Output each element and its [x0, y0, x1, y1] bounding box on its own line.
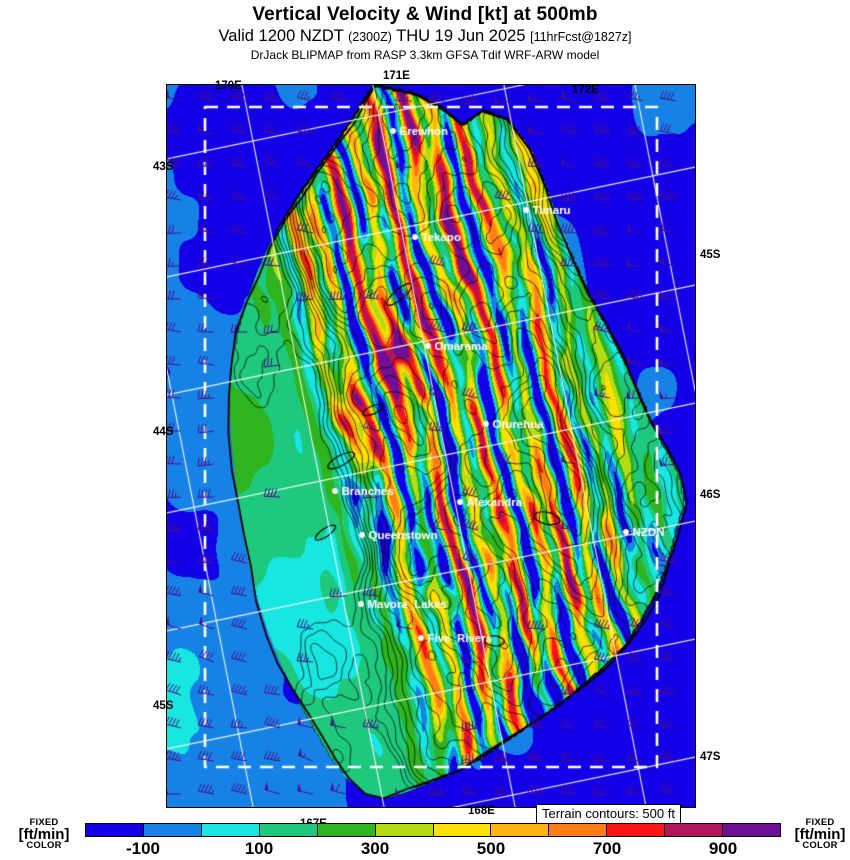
colorbar-tick-100: 100 — [244, 839, 274, 858]
colorbar-tick--100: -100 — [125, 839, 160, 858]
colorbar-units-left: [ft/min] — [18, 825, 70, 843]
latitude-label-46S: 46S — [700, 489, 721, 501]
colorbar-color-label-right: COLOR — [802, 839, 838, 851]
colorbar-segment-3 — [258, 824, 317, 836]
terrain-contour-note: Terrain contours: 500 ft — [536, 804, 681, 824]
colorbar-tick-700: 700 — [592, 839, 622, 858]
colorbar-segment-10 — [664, 824, 723, 836]
colorbar-segment-11 — [722, 824, 781, 836]
colorbar-fixed-label-left: FIXED — [29, 817, 59, 828]
colorbar-segment-4 — [316, 824, 375, 836]
valid-date: THU 19 Jun 2025 — [396, 27, 526, 45]
latitude-label-44S: 44S — [153, 426, 174, 438]
colorbar-tick-900: 900 — [708, 839, 738, 858]
colorbar-color-label-left: COLOR — [26, 839, 62, 851]
colorbar-legend: FIXED [ft/min] COLOR -100 100 300 500 700 900… — [0, 818, 850, 860]
colorbar-unit-right: FIXED [ft/min] COLOR — [780, 818, 850, 858]
colorbar-tick-labels: -100 100 300 500 700 900 — [85, 839, 781, 859]
valid-time-line: Valid 1200 NZDT (2300Z) THU 19 Jun 2025 … — [0, 26, 850, 47]
title-block: Vertical Velocity & Wind [kt] at 500mb V… — [0, 0, 850, 63]
colorbar-segment-1 — [142, 824, 201, 836]
colorbar-segment-6 — [432, 824, 491, 836]
colorbar-fixed-label-right: FIXED — [805, 817, 835, 828]
longitude-label-168E: 168E — [468, 805, 495, 817]
longitude-label-171E: 171E — [383, 70, 410, 82]
colorbar-segment-0 — [86, 824, 143, 836]
latitude-label-47S: 47S — [700, 751, 721, 763]
latitude-label-45S: 45S — [153, 700, 174, 712]
forecast-tag: [11hrFcst@1827z] — [530, 30, 632, 44]
map-render-canvas[interactable] — [167, 85, 695, 807]
latitude-label-45S: 45S — [700, 249, 721, 261]
colorbar-segment-7 — [490, 824, 549, 836]
colorbar-segment-2 — [200, 824, 259, 836]
colorbar-segment-8 — [548, 824, 607, 836]
colorbar-unit-left: FIXED [ft/min] COLOR — [4, 818, 84, 858]
latitude-label-43S: 43S — [153, 161, 174, 173]
page-title: Vertical Velocity & Wind [kt] at 500mb — [252, 4, 598, 25]
model-source-line: DrJack BLIPMAP from RASP 3.3km GFSA Tdif… — [250, 48, 600, 62]
colorbar-segment-9 — [606, 824, 665, 836]
colorbar-segment-5 — [374, 824, 433, 836]
forecast-map[interactable] — [166, 84, 696, 808]
valid-time-prefix: Valid 1200 NZDT — [218, 27, 344, 45]
colorbar-tick-300: 300 — [360, 839, 390, 858]
colorbar-units-right: [ft/min] — [794, 825, 846, 843]
longitude-label-172E: 172E — [572, 84, 599, 96]
colorbar-tick-500: 500 — [476, 839, 506, 858]
longitude-label-170E: 170E — [215, 80, 242, 92]
colorbar-gradient — [85, 823, 781, 837]
valid-time-zulu: (2300Z) — [348, 30, 392, 44]
